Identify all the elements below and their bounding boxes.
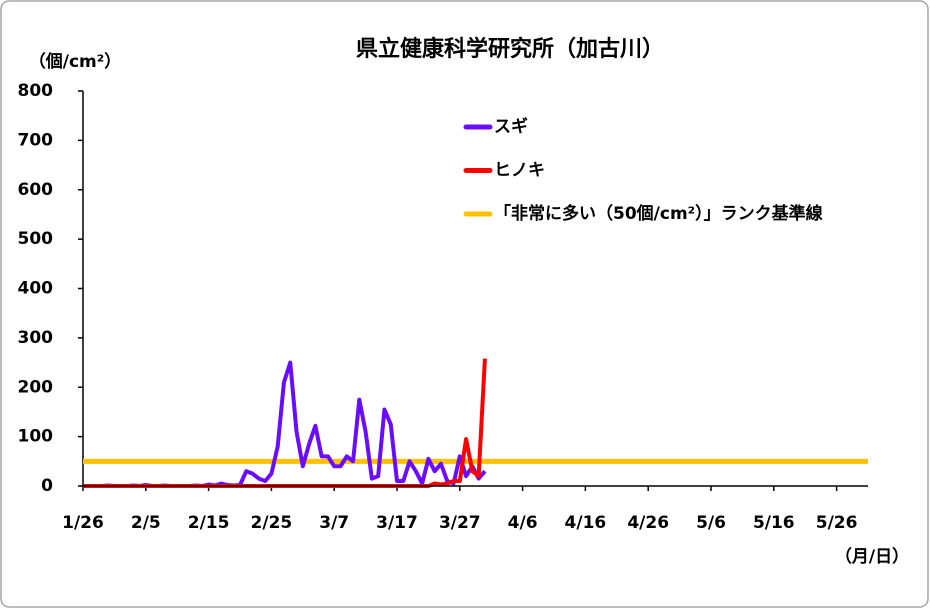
- y-tick-label: 600: [18, 180, 54, 200]
- x-tick-label: 1/26: [62, 513, 104, 533]
- x-axis-label: （月/日）: [835, 546, 909, 567]
- y-tick-label: 800: [18, 81, 54, 101]
- x-tick-label: 3/27: [439, 513, 481, 533]
- x-tick-label: 5/16: [753, 513, 795, 533]
- legend-label: スギ: [494, 117, 528, 137]
- y-tick-label: 400: [18, 279, 54, 299]
- x-tick-label: 2/15: [188, 513, 230, 533]
- y-tick-label: 0: [41, 476, 53, 496]
- x-tick-label: 3/7: [319, 513, 349, 533]
- y-tick-label: 100: [18, 427, 54, 447]
- x-tick-label: 2/25: [251, 513, 293, 533]
- y-tick-label: 300: [18, 328, 54, 348]
- y-axis-label: （個/cm²）: [29, 51, 121, 72]
- x-tick-label: 5/26: [816, 513, 858, 533]
- x-tick-label: 5/6: [696, 513, 726, 533]
- y-tick-label: 200: [18, 377, 54, 397]
- x-tick-label: 4/16: [565, 513, 607, 533]
- y-tick-label: 500: [18, 229, 54, 249]
- x-tick-label: 2/5: [131, 513, 161, 533]
- x-tick-label: 4/26: [627, 513, 669, 533]
- legend-label: 「非常に多い（50個/cm²）」ランク基準線: [494, 203, 823, 224]
- legend-label: ヒノキ: [494, 161, 545, 181]
- x-tick-label: 4/6: [508, 513, 538, 533]
- x-tick-label: 3/17: [376, 513, 418, 533]
- y-tick-label: 700: [18, 130, 54, 150]
- chart-title: 県立健康科学研究所（加古川）: [356, 36, 664, 62]
